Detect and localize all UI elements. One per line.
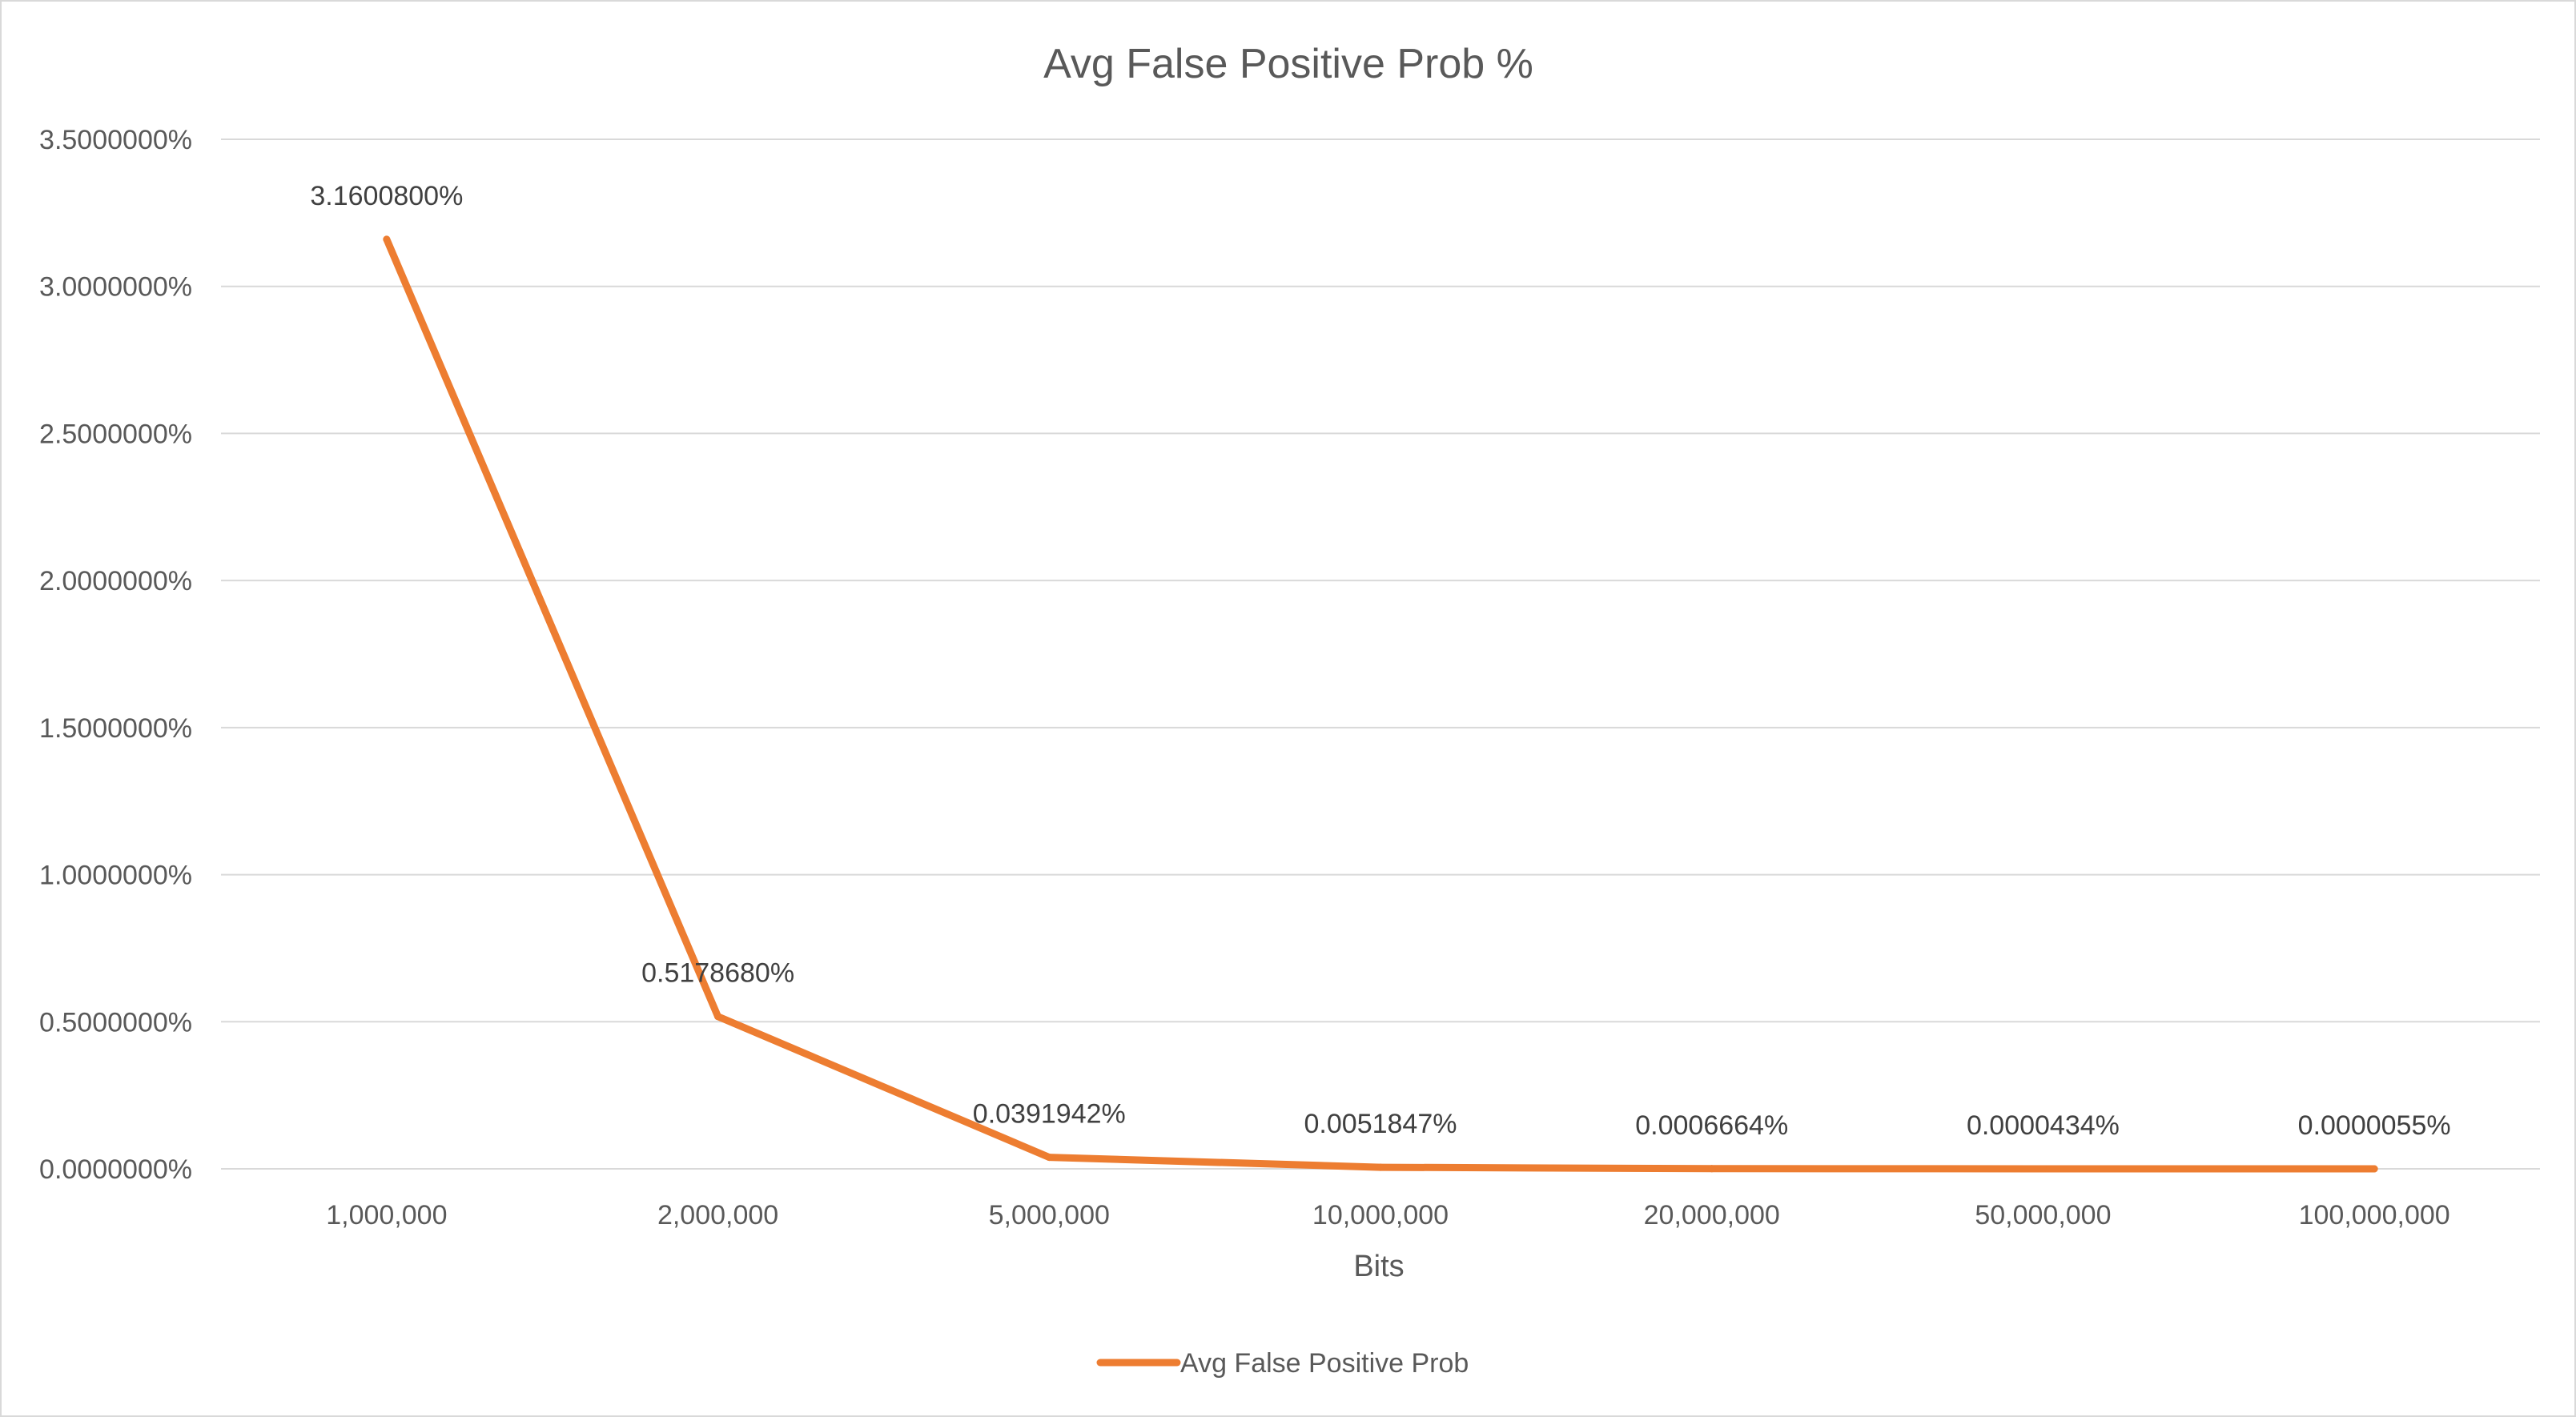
legend: Avg False Positive Prob xyxy=(1096,1348,1469,1379)
x-axis-title: Bits xyxy=(1353,1250,1404,1283)
y-axis-tick-labels: 0.0000000% 0.5000000% 1.0000000% 1.5000000%… xyxy=(39,125,192,1185)
series-lines xyxy=(383,235,2378,1173)
data-label: 0.5178680% xyxy=(641,958,794,989)
data-label: 0.0051847% xyxy=(1304,1109,1457,1139)
y-tick-label: 1.0000000% xyxy=(39,861,192,891)
data-labels: 3.1600800% 0.5178680% 0.0391942% 0.0051847%… xyxy=(310,181,2450,1141)
gridlines xyxy=(221,138,2540,1170)
x-axis-tick-labels: 1,000,000 2,000,000 5,000,000 10,000,000 20,… xyxy=(326,1200,2449,1230)
x-tick-label: 2,000,000 xyxy=(657,1200,778,1230)
y-tick-label: 3.5000000% xyxy=(39,125,192,155)
data-label: 0.0391942% xyxy=(973,1099,1126,1130)
y-tick-label: 0.0000000% xyxy=(39,1154,192,1185)
data-label: 0.0000434% xyxy=(1967,1110,2120,1141)
series-line-segment xyxy=(714,1013,1053,1162)
data-label: 0.0006664% xyxy=(1635,1110,1788,1141)
data-point xyxy=(714,1013,722,1021)
y-tick-label: 1.5000000% xyxy=(39,713,192,744)
y-tick-label: 2.5000000% xyxy=(39,419,192,449)
x-tick-label: 5,000,000 xyxy=(989,1200,1110,1230)
x-tick-label: 1,000,000 xyxy=(326,1200,447,1230)
data-point xyxy=(1045,1154,1053,1162)
legend-label: Avg False Positive Prob xyxy=(1180,1348,1469,1379)
series-line-segment xyxy=(383,235,722,1021)
x-tick-label: 10,000,000 xyxy=(1312,1200,1449,1230)
x-tick-label: 20,000,000 xyxy=(1644,1200,1780,1230)
x-tick-label: 50,000,000 xyxy=(1975,1200,2111,1230)
x-tick-label: 100,000,000 xyxy=(2299,1200,2450,1230)
y-tick-label: 3.0000000% xyxy=(39,272,192,303)
series-line-segment xyxy=(1376,1163,1716,1173)
y-tick-label: 2.0000000% xyxy=(39,566,192,596)
data-point xyxy=(383,235,391,243)
series-line-segment xyxy=(1045,1154,1384,1171)
data-point xyxy=(1708,1165,1716,1173)
chart-title: Avg False Positive Prob % xyxy=(1043,41,1533,87)
data-label: 3.1600800% xyxy=(310,181,463,211)
data-label: 0.0000055% xyxy=(2298,1110,2451,1141)
data-point xyxy=(2039,1165,2047,1173)
data-point xyxy=(1376,1163,1384,1171)
y-tick-label: 0.5000000% xyxy=(39,1007,192,1038)
data-point xyxy=(2370,1165,2378,1173)
